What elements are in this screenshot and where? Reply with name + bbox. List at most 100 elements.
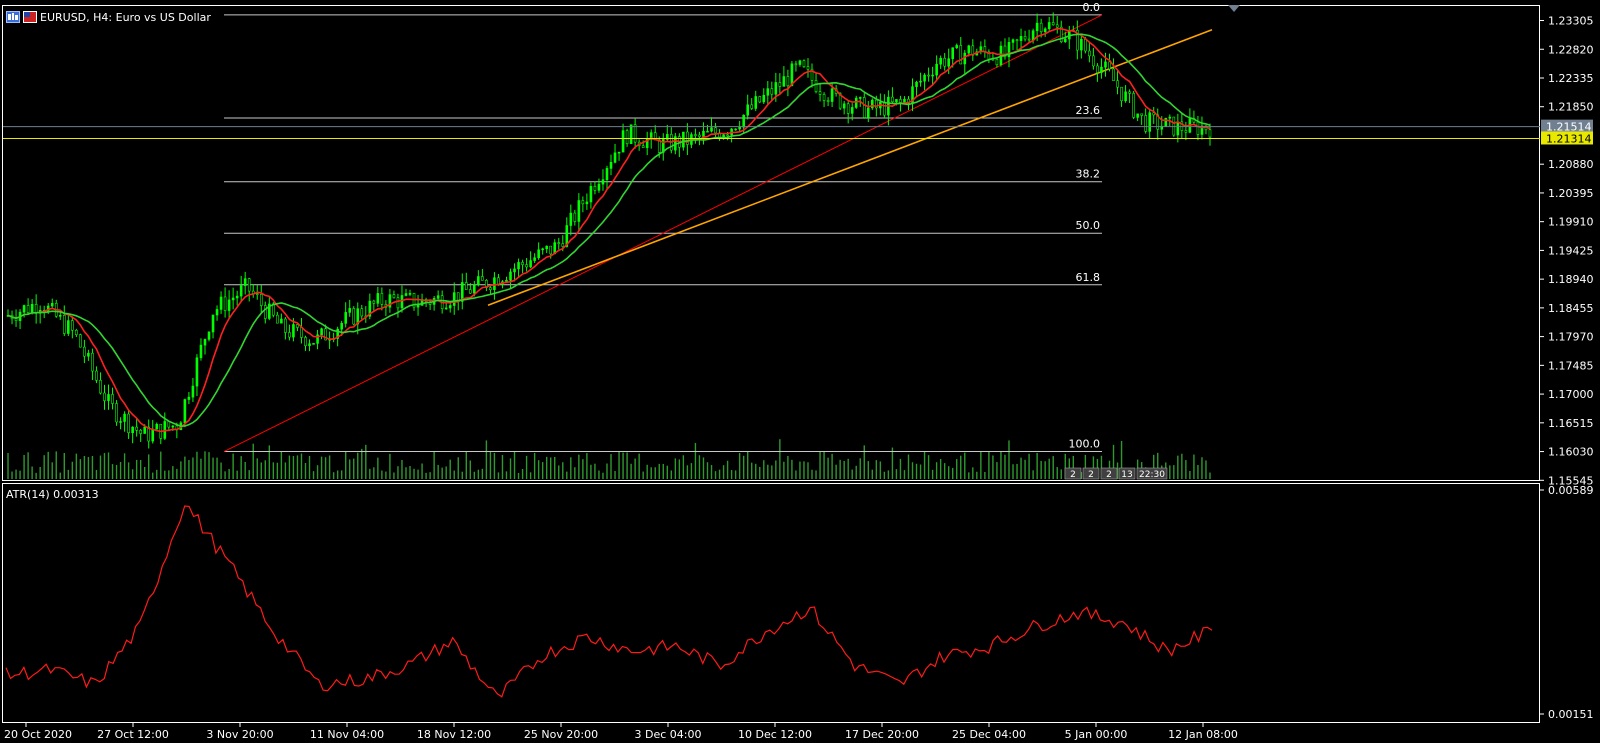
candle-body xyxy=(641,145,645,148)
candle-body xyxy=(14,318,18,321)
candle-body xyxy=(1023,36,1027,40)
scroll-tabs: 2 2 2 13 22:30 xyxy=(1064,467,1168,480)
candle-body xyxy=(1140,113,1143,116)
scroll-tab xyxy=(1082,467,1100,480)
candle-body xyxy=(545,245,548,250)
time-tick-label: 11 Nov 04:00 xyxy=(310,728,384,741)
candle-body xyxy=(1019,36,1023,41)
candle-body xyxy=(372,300,376,304)
candle-body xyxy=(919,80,922,83)
candle-body xyxy=(191,385,195,398)
chart-window-icon[interactable] xyxy=(6,11,20,23)
candle-body xyxy=(26,305,30,313)
time-tick-label: 12 Jan 08:00 xyxy=(1168,728,1238,741)
price-tick-label: 1.23305 xyxy=(1548,15,1594,28)
candle-body xyxy=(219,296,223,310)
candle-body xyxy=(923,74,926,82)
candle-body xyxy=(58,315,62,317)
scroll-tab xyxy=(1064,467,1082,480)
candle-body xyxy=(935,63,938,76)
candle-body xyxy=(1172,116,1176,136)
candle-body xyxy=(1208,129,1212,138)
candle-body xyxy=(231,297,235,301)
price-tick-label: 1.19425 xyxy=(1548,244,1594,257)
candle-body xyxy=(344,312,347,324)
candle-body xyxy=(750,104,754,109)
fibonacci-retracement: 0.0 23.6 38.2 50.0 61.8 100.0 xyxy=(224,1,1102,453)
price-tick-label: 1.18940 xyxy=(1548,273,1594,286)
price-marker-label: 1.21514 xyxy=(1546,121,1592,134)
candle-body xyxy=(581,200,585,205)
candle-body xyxy=(304,337,307,347)
candle-body xyxy=(408,293,412,295)
candle-body xyxy=(895,99,898,103)
candle-body xyxy=(50,303,54,307)
chart-shift-marker xyxy=(1228,5,1240,12)
ma-fast-line xyxy=(7,27,1211,433)
time-tick-label: 25 Dec 04:00 xyxy=(952,728,1026,741)
candle-body xyxy=(694,134,697,136)
candle-body xyxy=(227,299,231,311)
fib-level-label: 38.2 xyxy=(1076,168,1101,181)
candle-body xyxy=(698,134,701,137)
candle-body xyxy=(766,88,770,96)
time-axis: 20 Oct 2020 27 Oct 12:00 3 Nov 20:00 11 Nov… xyxy=(4,722,1238,741)
fib-level-label: 23.6 xyxy=(1076,104,1101,117)
candle-body xyxy=(734,128,737,131)
candle-body xyxy=(577,200,581,222)
trend-lines xyxy=(223,14,1213,453)
candle-body xyxy=(746,104,749,116)
candle-body xyxy=(308,343,311,347)
candle-body xyxy=(633,124,637,143)
price-tick-label: 1.19910 xyxy=(1548,216,1594,229)
candle-body xyxy=(609,162,613,169)
candle-body xyxy=(601,179,605,185)
candle-body xyxy=(569,212,573,226)
candle-body xyxy=(292,324,295,338)
candle-body xyxy=(211,314,215,333)
price-marker-box xyxy=(1541,119,1593,133)
price-tick-label: 1.16515 xyxy=(1548,417,1594,430)
candle-body xyxy=(123,413,126,422)
candle-body xyxy=(726,134,729,137)
candle-body xyxy=(1039,22,1043,33)
candle-body xyxy=(239,285,243,297)
candle-body xyxy=(300,327,303,338)
price-tick-label: 1.18455 xyxy=(1548,302,1594,315)
candle-body xyxy=(1152,112,1156,116)
candle-body xyxy=(822,94,826,101)
candle-body xyxy=(1035,22,1039,32)
moving-averages xyxy=(7,27,1211,433)
candle-body xyxy=(1055,24,1059,28)
price-tick-label: 1.21850 xyxy=(1548,101,1594,114)
candle-body xyxy=(645,138,649,148)
candle-body xyxy=(806,66,810,70)
candle-body xyxy=(883,101,886,116)
candle-body xyxy=(742,114,745,128)
price-tick-label: 1.20880 xyxy=(1548,158,1594,171)
candle-body xyxy=(830,88,834,102)
candle-body xyxy=(259,294,263,306)
candle-body xyxy=(762,94,766,103)
candle-body xyxy=(931,74,934,77)
candle-body xyxy=(899,99,902,103)
fib-level-label: 100.0 xyxy=(1069,438,1101,451)
price-tick-label: 1.17000 xyxy=(1548,388,1594,401)
candle-body xyxy=(593,186,597,191)
candle-body xyxy=(951,47,955,59)
candle-body xyxy=(352,308,356,325)
volume-bars xyxy=(7,439,1211,479)
candle-body xyxy=(1084,38,1087,52)
candle-body xyxy=(1132,93,1135,118)
atr-axis: 0.00589 0.00151 xyxy=(1540,484,1594,721)
atr-series-line xyxy=(5,505,1213,698)
price-marker-label: 1.21314 xyxy=(1546,132,1592,145)
candle-body xyxy=(541,248,544,251)
candle-body xyxy=(481,276,484,281)
candle-body xyxy=(1148,112,1151,132)
candle-body xyxy=(71,320,74,331)
candle-body xyxy=(312,343,315,345)
candle-body xyxy=(1007,42,1011,58)
